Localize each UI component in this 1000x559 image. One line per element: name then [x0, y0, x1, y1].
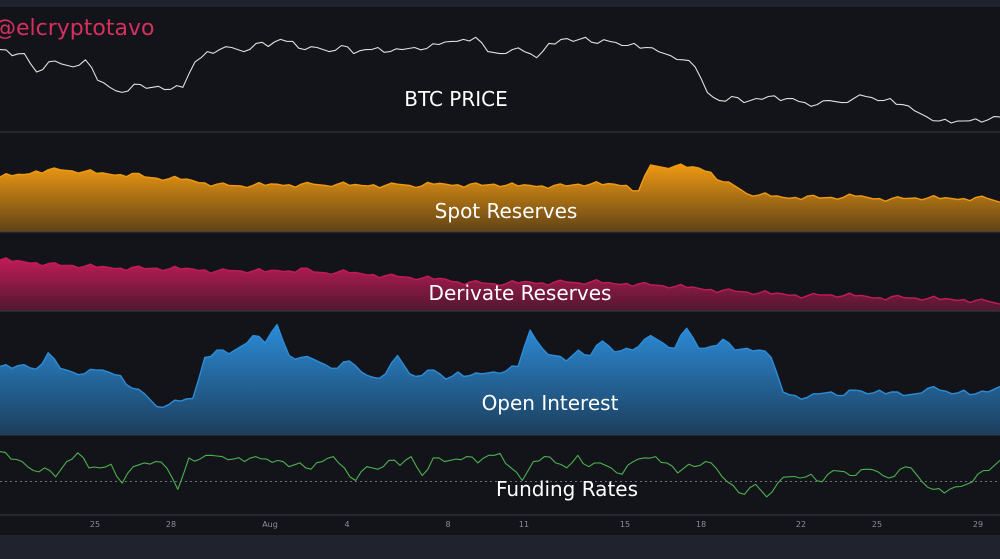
panel-title-2: Spot Reserves: [435, 199, 578, 223]
panel-title-3: Derivate Reserves: [429, 281, 612, 305]
x-tick-label: 11: [519, 520, 529, 529]
x-tick-label: 8: [445, 520, 450, 529]
multi-panel-chart: BTC PRICE Spot Reserves Derivate Reserves O…: [0, 36, 1000, 529]
series-line-2: [0, 163, 1000, 203]
panel-title-5: Funding Rates: [496, 477, 638, 501]
panel-title-4: Open Interest: [482, 391, 619, 415]
panel-title-1: BTC PRICE: [404, 87, 508, 111]
area-fill-4: [0, 324, 1000, 435]
area-fill-2: [0, 164, 1000, 232]
watermark-handle: @elcryptotavo: [0, 16, 155, 41]
panel-5: Funding Rates: [0, 451, 1000, 501]
x-tick-label: 18: [696, 520, 706, 529]
x-tick-label: 4: [344, 520, 349, 529]
series-line-1: [0, 36, 1000, 124]
x-tick-label: 28: [166, 520, 176, 529]
area-fill-3: [0, 257, 1000, 311]
series-line-3: [0, 257, 1000, 305]
chart-area: BTC PRICE Spot Reserves Derivate Reserves O…: [0, 7, 1000, 535]
x-tick-label: 22: [796, 520, 806, 529]
x-tick-label: Aug: [262, 520, 278, 529]
x-tick-label: 15: [620, 520, 630, 529]
panel-1: BTC PRICE: [0, 36, 1000, 133]
panel-2: Spot Reserves: [0, 163, 1000, 233]
panel-3: Derivate Reserves: [0, 257, 1000, 312]
bottom-bar: [0, 535, 1000, 559]
series-line-4: [0, 323, 1000, 409]
panel-4: Open Interest: [0, 323, 1000, 436]
x-tick-label: 29: [973, 520, 983, 529]
series-line-5: [0, 451, 1000, 498]
x-tick-label: 25: [90, 520, 100, 529]
x-tick-label: 25: [872, 520, 882, 529]
